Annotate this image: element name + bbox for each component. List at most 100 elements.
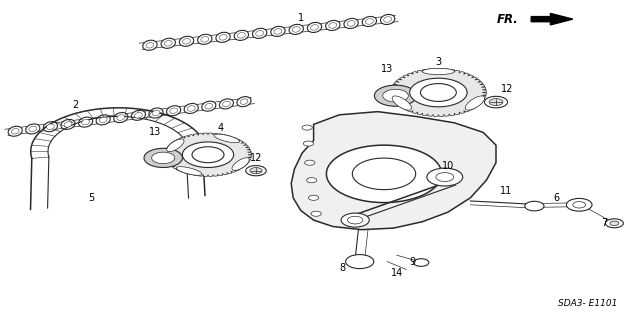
Ellipse shape — [271, 26, 285, 36]
Polygon shape — [164, 133, 252, 176]
Text: FR.: FR. — [497, 13, 518, 26]
Text: 6: 6 — [554, 193, 560, 203]
Circle shape — [413, 259, 429, 266]
Ellipse shape — [201, 37, 209, 42]
Text: 8: 8 — [339, 263, 346, 273]
Text: 11: 11 — [499, 186, 512, 197]
Polygon shape — [374, 85, 417, 106]
Ellipse shape — [117, 115, 125, 120]
Circle shape — [311, 211, 321, 216]
Ellipse shape — [149, 108, 163, 118]
Ellipse shape — [380, 14, 395, 25]
Ellipse shape — [329, 23, 337, 28]
Ellipse shape — [152, 110, 160, 116]
Ellipse shape — [26, 124, 40, 134]
Ellipse shape — [96, 115, 110, 125]
Text: 9: 9 — [410, 256, 416, 267]
Ellipse shape — [166, 106, 180, 116]
Ellipse shape — [47, 124, 54, 130]
Ellipse shape — [8, 126, 22, 136]
Ellipse shape — [164, 41, 172, 46]
Ellipse shape — [202, 101, 216, 111]
Circle shape — [305, 160, 315, 165]
Ellipse shape — [64, 122, 72, 127]
Text: 13: 13 — [381, 63, 394, 74]
Ellipse shape — [216, 32, 230, 42]
Ellipse shape — [310, 25, 319, 30]
Ellipse shape — [219, 34, 227, 40]
Ellipse shape — [422, 68, 454, 75]
Polygon shape — [353, 158, 416, 189]
Circle shape — [573, 202, 586, 208]
Ellipse shape — [82, 119, 90, 125]
Circle shape — [307, 178, 317, 183]
Ellipse shape — [182, 39, 191, 44]
Text: 2: 2 — [72, 100, 79, 110]
Ellipse shape — [146, 42, 154, 48]
Polygon shape — [410, 78, 467, 107]
Polygon shape — [326, 145, 442, 203]
Circle shape — [308, 195, 319, 200]
Ellipse shape — [347, 21, 355, 26]
Ellipse shape — [232, 158, 250, 170]
Polygon shape — [383, 89, 408, 102]
Ellipse shape — [362, 17, 376, 26]
Polygon shape — [484, 96, 508, 108]
Circle shape — [346, 255, 374, 269]
Text: 10: 10 — [442, 161, 454, 171]
Ellipse shape — [143, 40, 157, 50]
Ellipse shape — [79, 117, 93, 127]
Circle shape — [525, 201, 544, 211]
Ellipse shape — [131, 110, 145, 120]
Text: 1: 1 — [298, 12, 304, 23]
Ellipse shape — [161, 38, 175, 48]
Circle shape — [420, 84, 456, 101]
Ellipse shape — [61, 119, 75, 130]
Ellipse shape — [307, 22, 322, 33]
Ellipse shape — [177, 167, 202, 175]
Text: 3: 3 — [435, 57, 442, 67]
Circle shape — [348, 216, 363, 224]
Ellipse shape — [170, 108, 177, 114]
Circle shape — [341, 213, 369, 227]
Circle shape — [436, 173, 454, 182]
Text: 4: 4 — [218, 122, 224, 133]
Ellipse shape — [214, 134, 239, 143]
Text: 12: 12 — [250, 153, 262, 163]
Polygon shape — [390, 69, 486, 116]
Circle shape — [302, 125, 312, 130]
Circle shape — [427, 168, 463, 186]
Ellipse shape — [344, 19, 358, 28]
Ellipse shape — [240, 99, 248, 104]
Ellipse shape — [365, 19, 373, 24]
Ellipse shape — [205, 103, 212, 109]
Ellipse shape — [326, 20, 340, 31]
Ellipse shape — [179, 36, 194, 46]
Ellipse shape — [237, 33, 245, 38]
Polygon shape — [144, 148, 182, 167]
Ellipse shape — [223, 101, 230, 107]
Polygon shape — [250, 167, 262, 174]
Ellipse shape — [220, 99, 234, 109]
Ellipse shape — [134, 113, 142, 118]
Ellipse shape — [465, 96, 484, 110]
Text: 13: 13 — [149, 127, 162, 137]
Ellipse shape — [274, 29, 282, 34]
Ellipse shape — [44, 122, 58, 132]
Ellipse shape — [99, 117, 107, 122]
Ellipse shape — [384, 17, 392, 22]
Ellipse shape — [256, 31, 264, 36]
Ellipse shape — [29, 126, 36, 132]
Polygon shape — [182, 142, 234, 167]
Ellipse shape — [166, 139, 184, 152]
Ellipse shape — [188, 106, 195, 111]
Text: 5: 5 — [88, 193, 95, 203]
Circle shape — [610, 221, 619, 226]
Text: 12: 12 — [501, 84, 514, 94]
Ellipse shape — [292, 26, 300, 32]
Ellipse shape — [234, 30, 248, 41]
Text: 7: 7 — [602, 218, 608, 228]
Polygon shape — [152, 152, 175, 164]
Ellipse shape — [12, 129, 19, 134]
Circle shape — [303, 141, 314, 146]
